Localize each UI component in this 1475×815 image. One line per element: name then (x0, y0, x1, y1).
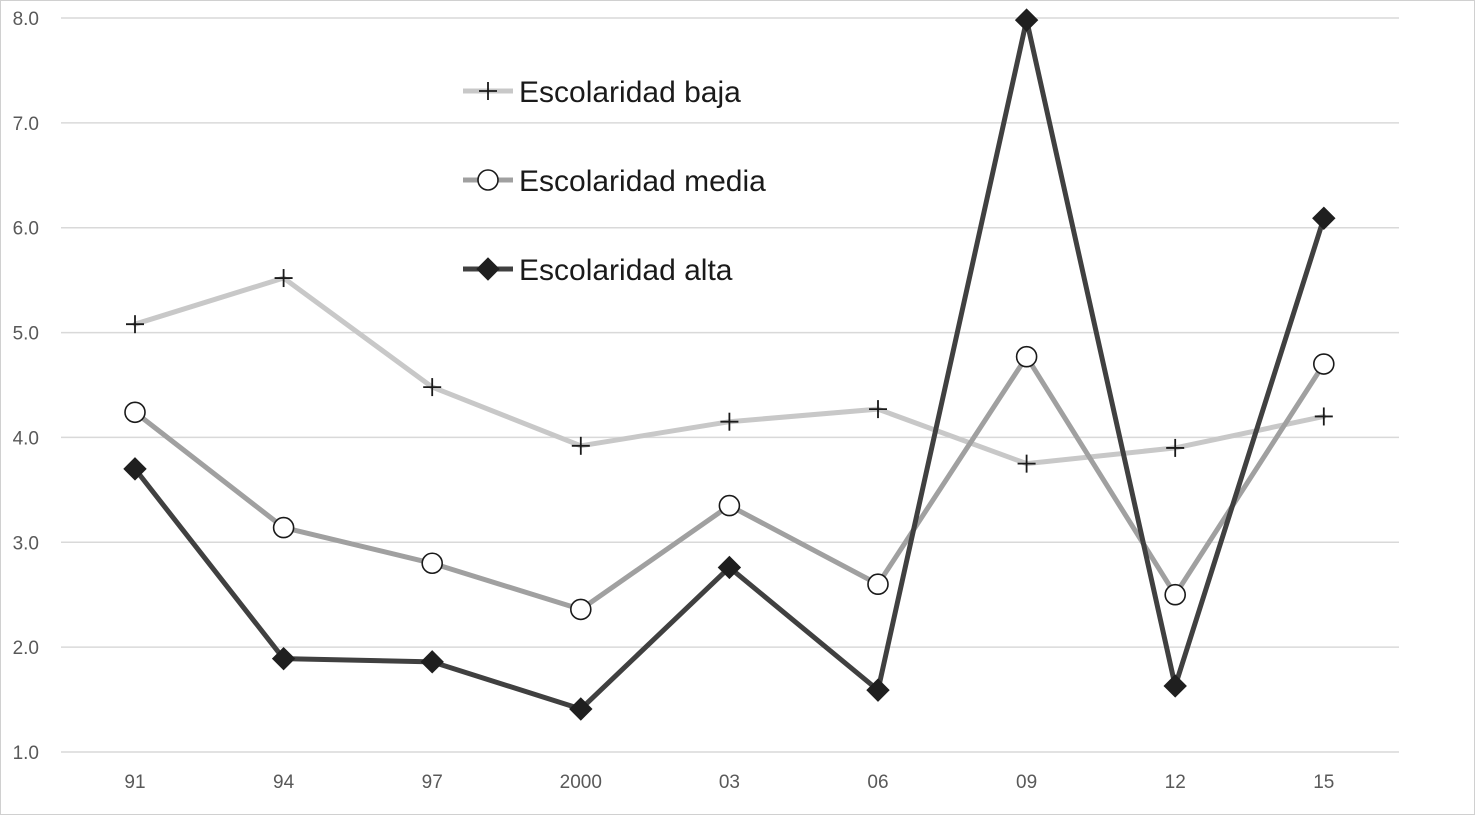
y-tick-label: 5.0 (13, 324, 39, 345)
data-point (569, 598, 592, 621)
data-point (720, 412, 739, 431)
data-point (571, 436, 590, 455)
data-point (274, 269, 293, 288)
x-tick-label: 97 (422, 772, 443, 793)
data-point (1014, 8, 1039, 32)
y-tick-label: 4.0 (13, 428, 39, 449)
data-point (420, 650, 444, 674)
legend-marker (477, 169, 499, 191)
grid-lines (61, 17, 1399, 753)
y-tick-label: 2.0 (13, 638, 39, 659)
data-point (124, 401, 146, 424)
series-2 (123, 8, 1336, 721)
data-point (718, 494, 741, 517)
legend-item: Escolaridad media (463, 165, 766, 198)
y-tick-label: 1.0 (13, 743, 39, 764)
legend-item: Escolaridad baja (463, 76, 741, 109)
data-point (866, 678, 890, 702)
x-tick-label: 94 (273, 772, 295, 793)
x-tick-label: 91 (124, 772, 145, 793)
data-point (1166, 438, 1185, 457)
series-line (132, 275, 1327, 467)
y-tick-label: 7.0 (13, 114, 39, 135)
x-tick-label: 2000 (560, 772, 602, 793)
data-point (421, 552, 444, 575)
legend-marker (476, 257, 500, 281)
data-point (1164, 583, 1186, 606)
series-0 (126, 269, 1333, 473)
y-axis: 1.0 2.0 3.0 4.0 5.0 6.0 7.0 8.0 (13, 9, 39, 764)
data-point (1015, 345, 1038, 368)
y-tick-label: 3.0 (13, 533, 39, 554)
legend-item: Escolaridad alta (463, 254, 733, 287)
legend-marker (479, 82, 497, 100)
data-point (1163, 674, 1187, 698)
x-tick-label: 03 (719, 772, 740, 793)
series-layer (123, 8, 1336, 721)
data-point (867, 573, 889, 596)
legend-label: Escolaridad baja (519, 76, 741, 109)
x-tick-label: 15 (1313, 772, 1334, 793)
series-1 (124, 345, 1335, 621)
x-axis: 91 94 97 2000 03 06 09 12 15 (124, 772, 1334, 793)
data-point (272, 516, 295, 539)
legend-label: Escolaridad alta (519, 254, 733, 287)
data-point (1313, 353, 1335, 375)
data-point (126, 315, 144, 334)
legend-label: Escolaridad media (519, 165, 766, 198)
data-point (1017, 454, 1036, 473)
data-point (1312, 206, 1336, 230)
y-tick-label: 8.0 (13, 9, 39, 30)
data-point (1314, 407, 1333, 426)
data-point (271, 646, 296, 671)
x-tick-label: 06 (867, 772, 888, 793)
x-tick-label: 09 (1016, 772, 1037, 793)
x-tick-label: 12 (1165, 772, 1186, 793)
legend: Escolaridad baja Escolaridad media Escolar… (463, 76, 766, 287)
data-point (123, 457, 147, 481)
data-point (423, 378, 442, 397)
data-point (717, 555, 742, 580)
data-point (569, 697, 593, 721)
y-tick-label: 6.0 (13, 219, 39, 240)
data-point (869, 400, 887, 419)
